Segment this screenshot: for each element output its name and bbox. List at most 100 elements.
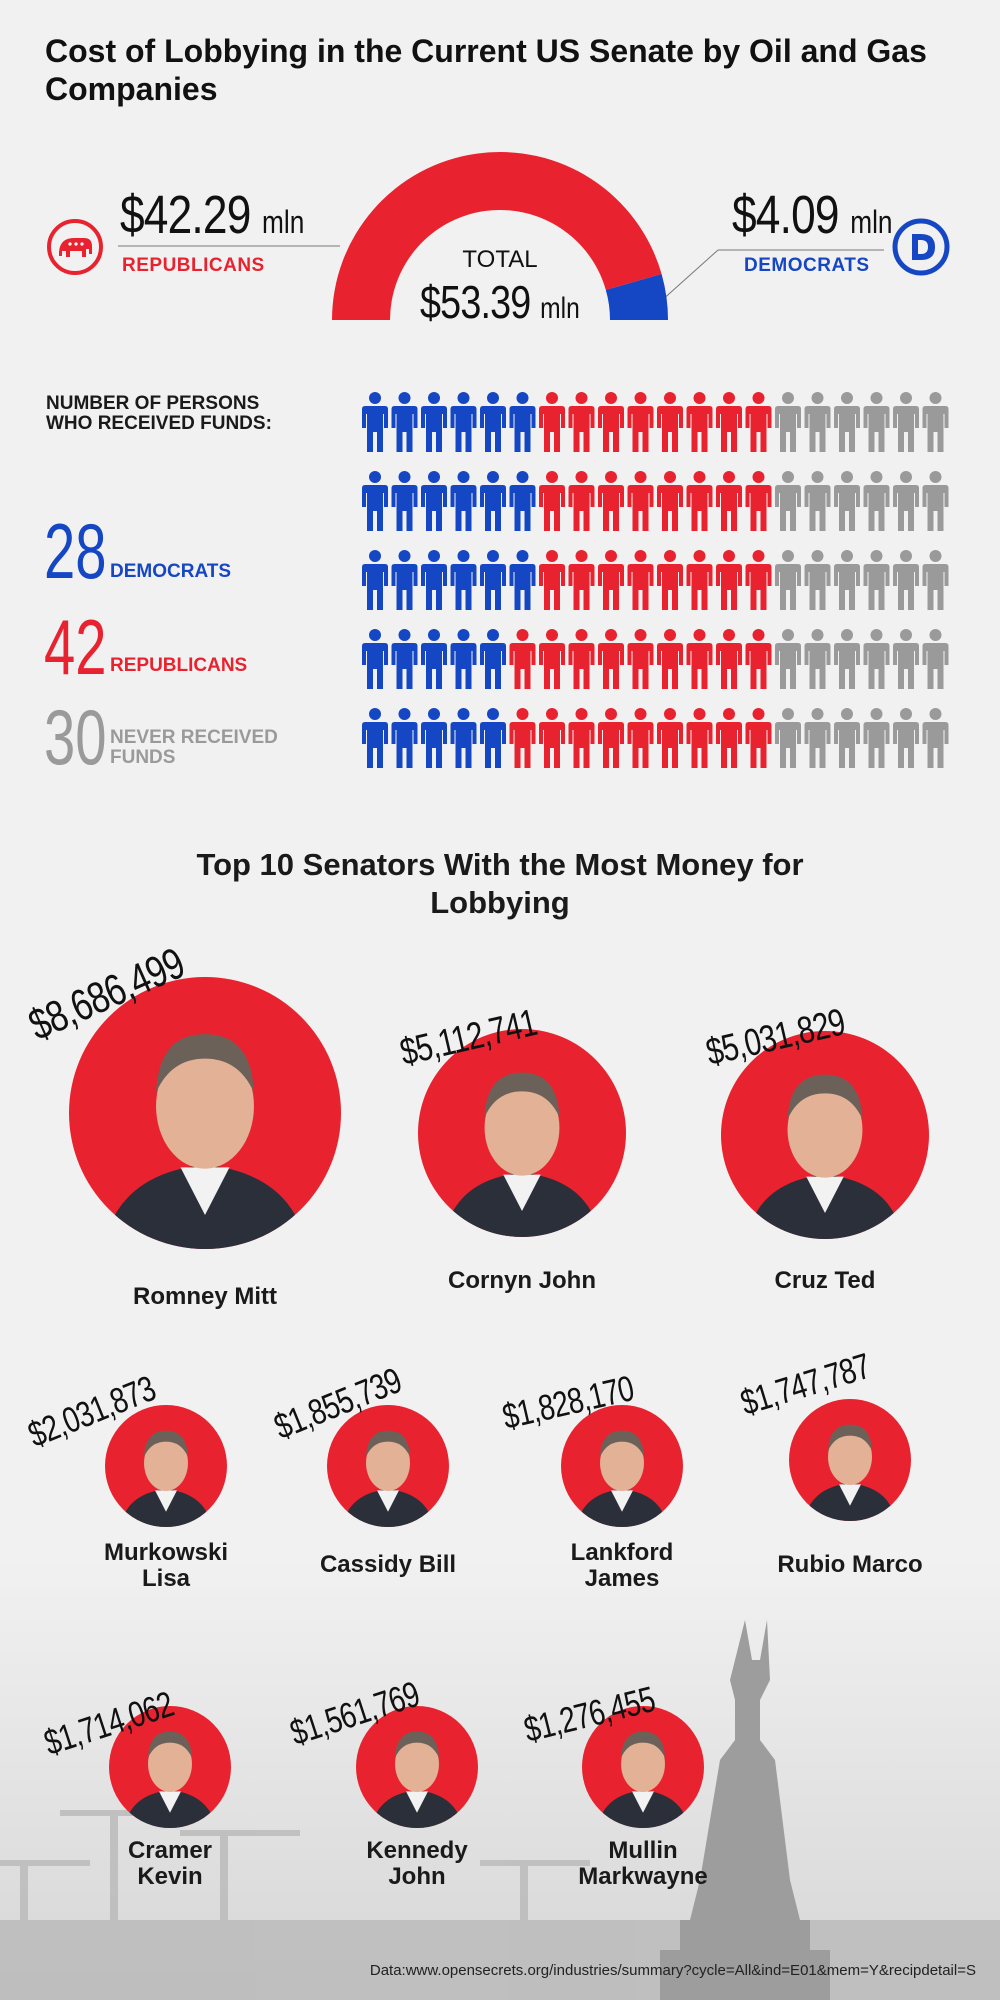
person-icon: [391, 471, 418, 531]
senator-portrait: [582, 1706, 704, 1828]
person-icon: [834, 471, 860, 531]
person-icon: [362, 629, 388, 689]
senator-portrait: [721, 1031, 929, 1239]
person-icon: [391, 629, 418, 689]
never-count: 30: [44, 693, 107, 781]
person-icon: [863, 471, 890, 531]
person-icon: [627, 471, 654, 531]
person-icon: [509, 471, 536, 531]
person-icon: [922, 550, 949, 610]
person-icon: [362, 708, 388, 768]
person-icon: [598, 550, 624, 610]
person-icon: [834, 708, 860, 768]
senator-name: Mullin Markwayne: [578, 1837, 708, 1890]
republicans-label: REPUBLICANS: [122, 255, 265, 276]
person-icon: [598, 629, 624, 689]
senator-portrait: [418, 1029, 626, 1237]
data-source: Data:www.opensecrets.org/industries/summ…: [369, 1962, 976, 1979]
person-icon: [716, 550, 742, 610]
person-icon: [421, 629, 447, 689]
person-icon: [391, 392, 418, 452]
person-icon: [568, 629, 595, 689]
person-icon: [863, 392, 890, 452]
person-icon: [450, 392, 477, 452]
person-icon: [775, 708, 801, 768]
senator-portrait: [69, 977, 341, 1249]
person-icon: [568, 708, 595, 768]
person-icon: [863, 550, 890, 610]
senator-portrait: [109, 1706, 231, 1828]
senator-name: Cruz Ted: [774, 1267, 876, 1294]
senator-portrait: [561, 1405, 683, 1527]
senator-name: Romney Mitt: [133, 1283, 277, 1310]
person-icon: [421, 471, 447, 531]
person-icon: [775, 471, 801, 531]
senator-portrait: [105, 1405, 227, 1527]
person-icon: [450, 471, 477, 531]
person-icon: [450, 708, 477, 768]
republicans-amount: $42.29 mln: [120, 185, 305, 245]
person-icon: [598, 392, 624, 452]
person-icon: [421, 550, 447, 610]
person-icon: [421, 392, 447, 452]
gauge-chart: [332, 152, 668, 320]
person-icon: [657, 471, 683, 531]
person-icon: [745, 392, 772, 452]
person-icon: [568, 550, 595, 610]
top-senators-title: Top 10 Senators With the Most Money for …: [196, 847, 804, 920]
senator-portrait: [789, 1399, 911, 1521]
person-icon: [391, 550, 418, 610]
person-icon: [686, 471, 713, 531]
senator-portrait: [356, 1706, 478, 1828]
democrats-label: DEMOCRATS: [744, 255, 870, 276]
person-icon: [627, 629, 654, 689]
person-icon: [745, 629, 772, 689]
person-icon: [539, 471, 565, 531]
page-title: Cost of Lobbying in the Current US Senat…: [45, 33, 927, 107]
person-icon: [834, 550, 860, 610]
person-icon: [657, 392, 683, 452]
person-icon: [775, 392, 801, 452]
senator-portrait: [327, 1405, 449, 1527]
person-icon: [745, 708, 772, 768]
person-icon: [893, 629, 919, 689]
person-icon: [834, 629, 860, 689]
person-icon: [804, 708, 831, 768]
person-icon: [362, 471, 388, 531]
total-amount: $53.39 mln: [420, 276, 580, 328]
person-icon: [480, 392, 506, 452]
never-count-label: NEVER RECEIVED FUNDS: [110, 727, 278, 768]
democrats-count-label: DEMOCRATS: [110, 561, 232, 582]
person-icon: [775, 550, 801, 610]
person-icon: [834, 392, 860, 452]
person-icon: [480, 550, 506, 610]
senator-name: Lankford James: [570, 1539, 674, 1592]
person-icon: [775, 629, 801, 689]
person-icon: [539, 392, 565, 452]
person-icon: [922, 471, 949, 531]
senator-name: Kennedy John: [366, 1837, 468, 1890]
person-icon: [686, 708, 713, 768]
person-icon: [804, 629, 831, 689]
person-icon: [922, 629, 949, 689]
person-icon: [509, 708, 536, 768]
person-icon: [804, 550, 831, 610]
elephant-icon: [47, 219, 103, 275]
person-icon: [686, 550, 713, 610]
person-icon: [480, 629, 506, 689]
person-icon: [598, 471, 624, 531]
person-icon-grid: [362, 392, 949, 768]
gauge-republicans-arc: [332, 152, 662, 320]
person-icon: [627, 550, 654, 610]
senator-name: Murkowski Lisa: [103, 1539, 229, 1592]
person-icon: [421, 708, 447, 768]
person-icon: [480, 471, 506, 531]
person-icon: [539, 550, 565, 610]
person-icon: [480, 708, 506, 768]
person-icon: [922, 392, 949, 452]
person-icon: [893, 471, 919, 531]
persons-heading: NUMBER OF PERSONS WHO RECEIVED FUNDS:: [46, 393, 272, 434]
republicans-count-label: REPUBLICANS: [110, 655, 248, 676]
person-icon: [509, 550, 536, 610]
